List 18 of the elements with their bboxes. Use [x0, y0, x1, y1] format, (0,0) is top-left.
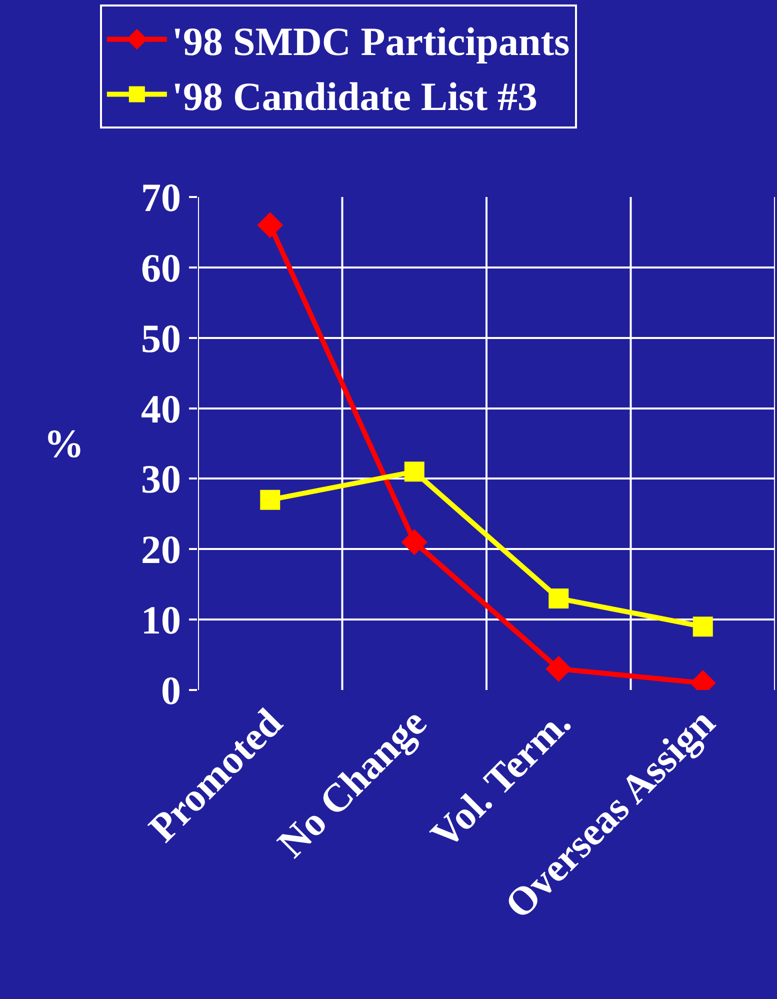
y-tick-label: 0: [161, 668, 181, 713]
y-tick-label: 70: [141, 175, 181, 220]
y-tick-label: 10: [141, 598, 181, 643]
point: [260, 490, 280, 510]
point: [404, 462, 424, 482]
point: [257, 212, 284, 238]
y-tick-label: 60: [141, 245, 181, 290]
y-tick-label: 50: [141, 316, 181, 361]
point: [692, 616, 713, 637]
y-tick-label: 40: [141, 386, 181, 432]
legend-label: '98 Candidate List #3: [172, 74, 538, 119]
y-tick-label: 30: [141, 456, 181, 502]
point: [546, 656, 572, 682]
point: [548, 588, 569, 608]
legend-label: '98 SMDC Participants: [172, 18, 570, 64]
point: [401, 529, 428, 556]
y-tick-label: 20: [141, 527, 181, 572]
y-axis-title: %: [44, 421, 84, 466]
